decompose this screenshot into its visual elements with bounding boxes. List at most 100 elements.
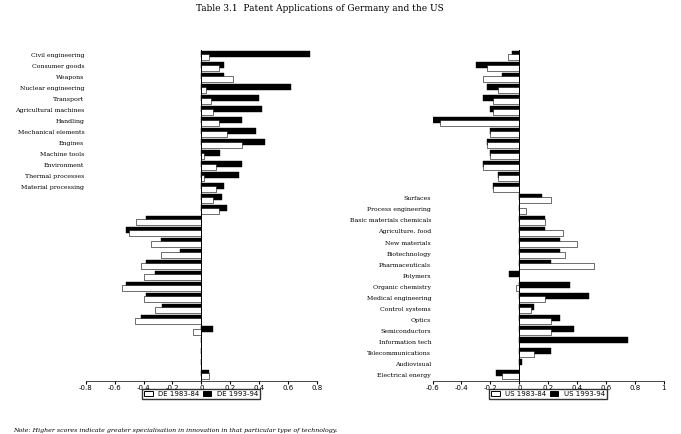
Bar — [516, 285, 519, 291]
Bar — [202, 175, 204, 181]
Bar — [202, 117, 242, 123]
Bar — [519, 219, 545, 225]
Bar — [161, 238, 202, 244]
Bar — [161, 252, 202, 258]
Bar — [202, 76, 233, 82]
Bar — [180, 249, 202, 255]
Bar — [490, 106, 519, 112]
Bar — [146, 293, 202, 299]
Bar — [144, 274, 202, 280]
Bar — [202, 87, 206, 93]
Bar — [519, 359, 522, 365]
Bar — [519, 348, 551, 354]
Bar — [136, 219, 202, 225]
Bar — [519, 337, 628, 343]
Bar — [155, 271, 202, 277]
Bar — [146, 216, 202, 222]
Bar — [512, 51, 519, 56]
Bar — [202, 120, 219, 126]
Bar — [202, 164, 216, 170]
Bar — [202, 153, 204, 159]
Bar — [519, 263, 595, 269]
Bar — [519, 230, 563, 236]
Bar — [498, 172, 519, 178]
Bar — [432, 117, 519, 123]
Bar — [202, 51, 310, 56]
Bar — [483, 164, 519, 170]
Legend: DE 1983-84, DE 1993-94: DE 1983-84, DE 1993-94 — [142, 389, 260, 399]
Bar — [202, 186, 216, 192]
Bar — [202, 326, 213, 332]
Bar — [202, 109, 213, 115]
Bar — [202, 205, 227, 210]
Bar — [488, 142, 519, 148]
Bar — [144, 296, 202, 302]
Bar — [202, 373, 208, 379]
Bar — [202, 84, 291, 89]
Bar — [493, 98, 519, 104]
Bar — [493, 186, 519, 192]
Bar — [202, 161, 242, 167]
Bar — [151, 241, 202, 247]
Bar — [202, 95, 259, 101]
Bar — [126, 282, 202, 288]
Bar — [202, 73, 225, 79]
Bar — [202, 150, 220, 156]
Bar — [519, 307, 530, 313]
Bar — [135, 319, 202, 324]
Bar — [509, 271, 519, 277]
Bar — [502, 373, 519, 379]
Bar — [483, 161, 519, 167]
Bar — [519, 296, 545, 302]
Text: Table 3.1  Patent Applications of Germany and the US: Table 3.1 Patent Applications of Germany… — [196, 4, 444, 13]
Legend: US 1983-84, US 1993-94: US 1983-84, US 1993-94 — [490, 389, 607, 399]
Bar — [202, 370, 208, 376]
Bar — [519, 227, 545, 233]
Bar — [519, 252, 565, 258]
Bar — [490, 128, 519, 134]
Bar — [519, 260, 551, 266]
Bar — [141, 315, 202, 321]
Bar — [122, 285, 202, 291]
Bar — [488, 139, 519, 145]
Bar — [519, 326, 574, 332]
Bar — [202, 142, 242, 148]
Bar — [202, 62, 225, 68]
Bar — [202, 131, 227, 137]
Bar — [493, 109, 519, 115]
Bar — [202, 98, 212, 104]
Bar — [155, 307, 202, 313]
Bar — [519, 238, 560, 244]
Bar — [519, 197, 551, 203]
Bar — [519, 329, 551, 335]
Bar — [202, 65, 219, 71]
Bar — [519, 315, 560, 321]
Bar — [498, 87, 519, 93]
Bar — [490, 131, 519, 137]
Bar — [519, 293, 588, 299]
Bar — [202, 208, 219, 214]
Bar — [519, 249, 560, 255]
Bar — [490, 150, 519, 156]
Bar — [519, 216, 545, 222]
Bar — [502, 73, 519, 79]
Bar — [202, 172, 239, 178]
Bar — [129, 230, 202, 236]
Bar — [141, 263, 202, 269]
Bar — [488, 84, 519, 89]
Bar — [519, 319, 551, 324]
Bar — [519, 241, 577, 247]
Bar — [519, 282, 570, 288]
Bar — [519, 208, 526, 214]
Bar — [483, 95, 519, 101]
Bar — [202, 194, 221, 200]
Bar — [519, 352, 534, 357]
Bar — [146, 260, 202, 266]
Bar — [202, 183, 225, 189]
Bar — [202, 128, 256, 134]
Bar — [202, 54, 208, 60]
Bar — [508, 54, 519, 60]
Bar — [202, 106, 262, 112]
Bar — [162, 304, 202, 310]
Bar — [493, 183, 519, 189]
